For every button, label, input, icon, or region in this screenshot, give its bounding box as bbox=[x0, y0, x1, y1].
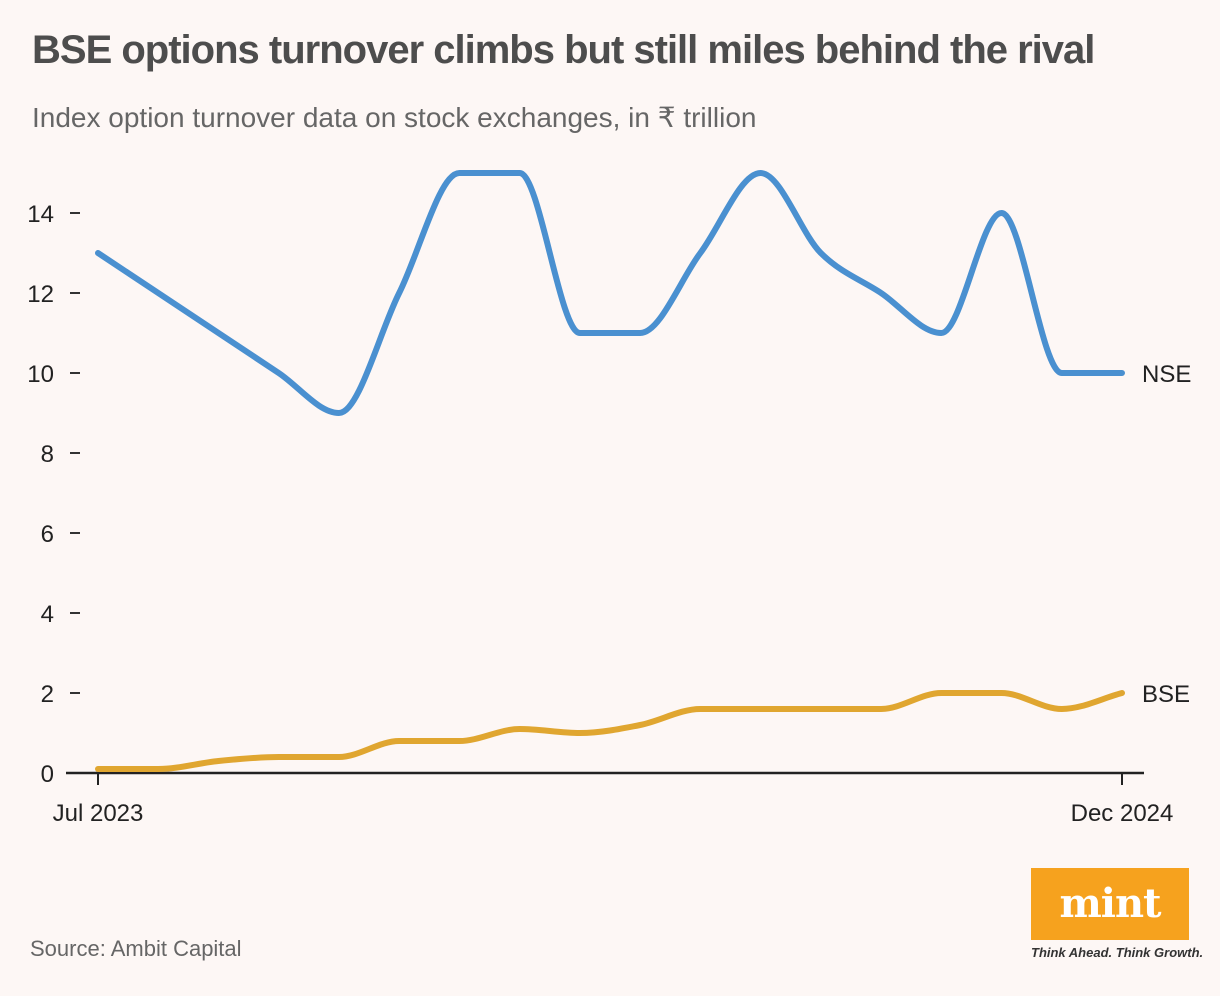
series-label-nse: NSE bbox=[1142, 361, 1191, 388]
y-tick-label: 6 bbox=[41, 521, 54, 548]
x-tick-label: Jul 2023 bbox=[53, 800, 144, 827]
series-line-bse bbox=[95, 689, 1125, 773]
series-label-bse: BSE bbox=[1142, 681, 1190, 708]
mint-logo: mint bbox=[1031, 868, 1189, 940]
logo-wordmark: mint bbox=[1059, 880, 1161, 927]
chart-title: BSE options turnover climbs but still mi… bbox=[32, 28, 1095, 72]
y-tick-label: 12 bbox=[27, 281, 54, 308]
chart-subtitle: Index option turnover data on stock exch… bbox=[32, 102, 757, 133]
series-line-nse bbox=[95, 170, 1125, 416]
y-tick-label: 0 bbox=[41, 761, 54, 788]
x-tick-label: Dec 2024 bbox=[1071, 800, 1174, 827]
logo-tagline: Think Ahead. Think Growth. bbox=[1031, 945, 1204, 960]
source-note: Source: Ambit Capital bbox=[30, 936, 242, 961]
y-tick-label: 14 bbox=[27, 201, 54, 228]
y-tick-label: 8 bbox=[41, 441, 54, 468]
y-tick-label: 2 bbox=[41, 681, 54, 708]
y-tick-label: 4 bbox=[41, 601, 54, 628]
y-tick-label: 10 bbox=[27, 361, 54, 388]
